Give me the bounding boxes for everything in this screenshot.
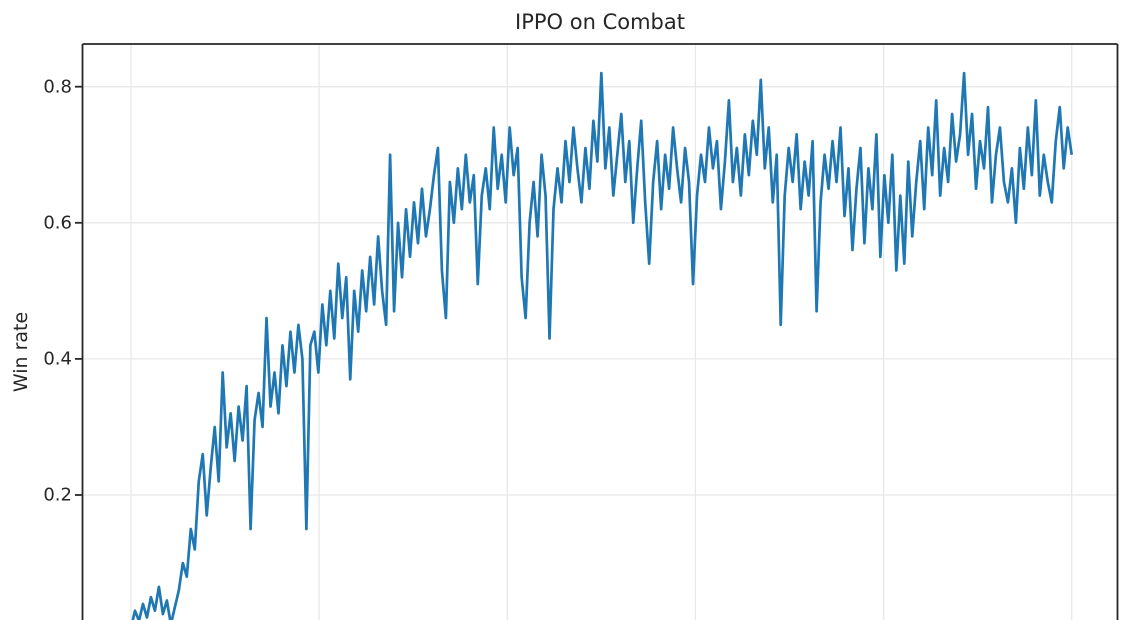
axis-spines xyxy=(81,43,1119,620)
y-tick-label: 0.2 xyxy=(43,484,72,506)
chart-title: IPPO on Combat xyxy=(515,10,685,34)
y-tick-marks xyxy=(75,85,82,496)
grid-lines xyxy=(82,44,1118,620)
win-rate-line xyxy=(131,71,1074,620)
y-tick-label: 0.6 xyxy=(43,212,72,234)
y-tick-label: 0.4 xyxy=(43,348,72,370)
series-line xyxy=(131,71,1074,620)
y-tick-label: 0.8 xyxy=(43,76,72,98)
